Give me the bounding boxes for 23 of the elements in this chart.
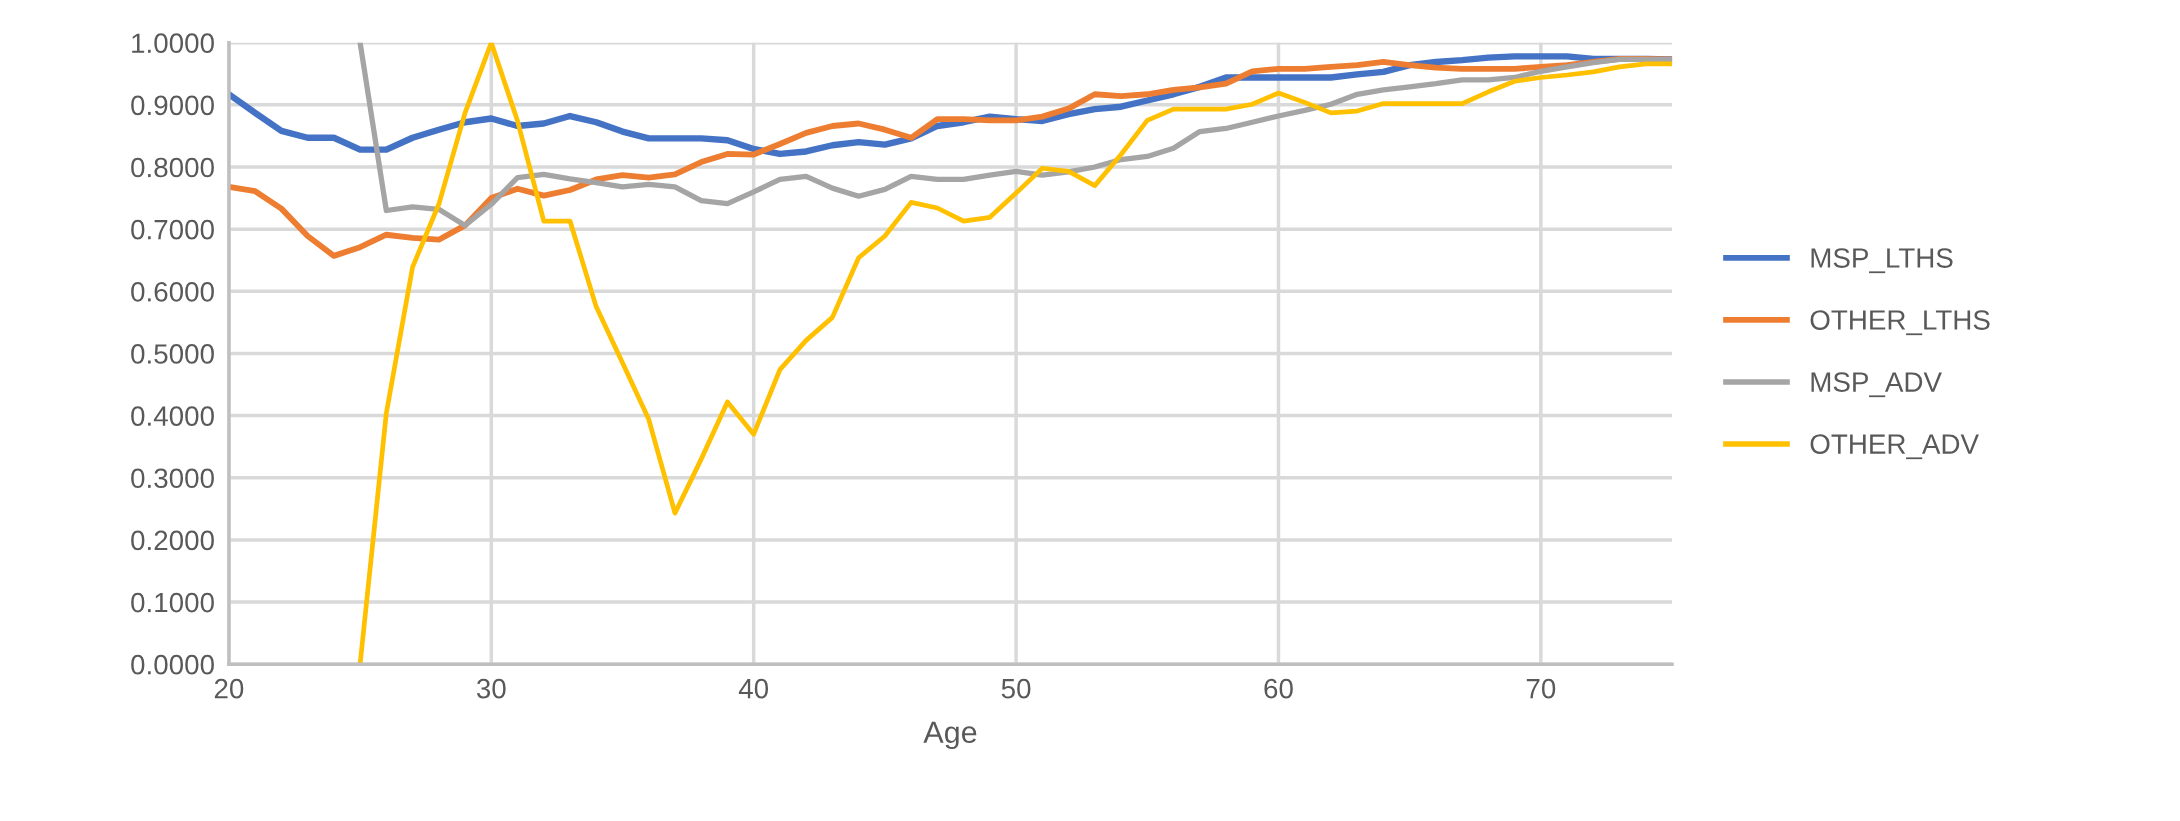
legend-label: MSP_ADV <box>1811 372 1942 398</box>
y-tick-label: 0.4000 <box>131 406 214 426</box>
y-tick-label: 0.9000 <box>131 95 214 116</box>
y-tick-label: 1.0000 <box>132 33 214 54</box>
y-tick-label: 0.5000 <box>131 344 214 364</box>
y-tick-label: 0.1000 <box>131 592 214 613</box>
legend-label: OTHER_ADV <box>1810 434 1979 460</box>
y-tick-label: 0.6000 <box>131 281 214 302</box>
legend-label: MSP_LTHS <box>1811 248 1953 274</box>
y-tick-label: 0.2000 <box>131 530 214 551</box>
line-series <box>357 42 1673 665</box>
y-tick-label: 0.0000 <box>131 654 214 675</box>
x-tick-label: 60 <box>1264 678 1293 699</box>
legend-label: OTHER_LTHS <box>1810 310 1990 336</box>
x-tick-label: 30 <box>476 678 506 699</box>
x-tick-label: 40 <box>738 678 769 699</box>
y-tick-label: 0.7000 <box>131 219 214 240</box>
x-tick-label: 70 <box>1526 678 1556 699</box>
y-tick-label: 0.3000 <box>131 468 214 489</box>
x-tick-label: 20 <box>214 678 244 699</box>
y-tick-label: 0.8000 <box>131 157 214 178</box>
x-tick-label: 50 <box>1001 678 1031 699</box>
x-axis-title: Age <box>923 721 977 750</box>
